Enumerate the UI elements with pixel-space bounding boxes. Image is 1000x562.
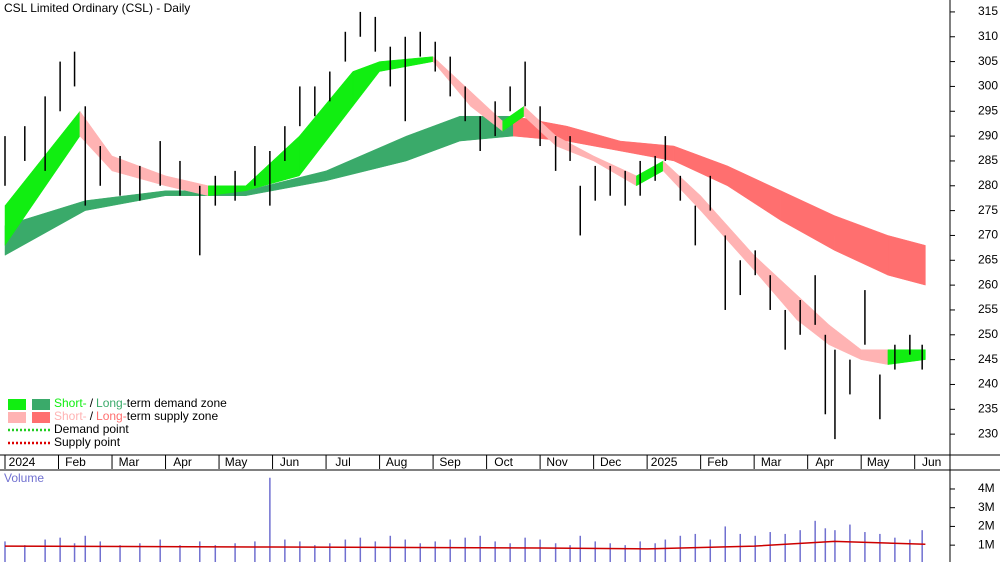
x-tick-label: Mar — [119, 455, 140, 469]
y-tick-label: 305 — [978, 54, 998, 68]
x-tick-label: Jun — [280, 455, 299, 469]
y-tick-label: 315 — [978, 4, 998, 18]
long-band-segment — [85, 190, 166, 211]
legend-long: Long- — [96, 396, 127, 410]
short-band-segment — [887, 349, 926, 365]
short-band-segment — [796, 294, 830, 346]
y-tick-label: 245 — [978, 352, 998, 366]
x-tick-label: 2025 — [651, 455, 678, 469]
long-band-segment — [727, 165, 782, 222]
y-tick-label: 280 — [978, 178, 998, 192]
legend-label: Demand point — [54, 422, 129, 436]
x-tick-label: May — [867, 455, 890, 469]
short-band-segment — [352, 61, 380, 108]
short-band-segment — [379, 56, 434, 72]
legend-swatch — [8, 399, 26, 410]
legend-short: Short- — [54, 396, 87, 410]
x-tick-label: Feb — [65, 455, 86, 469]
x-tick-label: Jun — [922, 455, 941, 469]
short-band-segment — [299, 70, 354, 177]
y-tick-label: 290 — [978, 128, 998, 142]
y-tick-label: 270 — [978, 228, 998, 242]
legend-sep: / — [90, 409, 94, 423]
legend-swatch — [32, 412, 50, 423]
volume-label: Volume — [4, 471, 44, 485]
y-tick-label: 275 — [978, 203, 998, 217]
x-tick-label: Mar — [761, 455, 782, 469]
long-band-segment — [780, 190, 835, 251]
volume-average — [4, 540, 926, 550]
x-tick-label: Apr — [173, 455, 192, 469]
y-tick-label: 240 — [978, 377, 998, 391]
chart-title: CSL Limited Ordinary (CSL) - Daily — [4, 1, 190, 15]
short-band-segment — [593, 155, 637, 187]
volume-tick-label: 4M — [978, 481, 995, 495]
y-tick-label: 235 — [978, 401, 998, 415]
legend-sep: / — [90, 396, 94, 410]
legend-long: Long- — [96, 409, 127, 423]
long-band-segment — [325, 135, 407, 182]
x-tick-label: Sep — [439, 455, 461, 469]
short-band-segment — [753, 254, 798, 321]
legend-label: Supply point — [54, 435, 121, 449]
legend-swatch — [8, 412, 26, 423]
legend-label: Short- / Long-term supply zone — [54, 409, 218, 423]
long-band-segment — [406, 115, 461, 162]
x-tick-label: Apr — [815, 455, 834, 469]
volume-tick-label: 1M — [978, 537, 995, 551]
volume-tick-label: 3M — [978, 500, 995, 514]
y-tick-label: 265 — [978, 252, 998, 266]
y-tick-label: 285 — [978, 153, 998, 167]
legend-text: term supply zone — [127, 409, 219, 423]
short-band-segment — [828, 324, 862, 361]
y-tick-label: 260 — [978, 277, 998, 291]
x-tick-label: Aug — [386, 455, 407, 469]
x-tick-label: Feb — [707, 455, 728, 469]
legend-text: term demand zone — [127, 396, 227, 410]
x-tick-label: Jul — [335, 455, 350, 469]
long-band-segment — [887, 235, 926, 286]
long-band-segment — [834, 215, 889, 276]
volume-tick-label: 2M — [978, 519, 995, 533]
y-tick-label: 295 — [978, 103, 998, 117]
y-tick-label: 310 — [978, 29, 998, 43]
legend-short: Short- — [54, 409, 87, 423]
y-tick-label: 255 — [978, 302, 998, 316]
y-tick-label: 250 — [978, 327, 998, 341]
x-tick-label: Oct — [494, 455, 513, 469]
x-tick-label: May — [225, 455, 248, 469]
legend-swatch — [32, 399, 50, 410]
x-tick-label: Dec — [600, 455, 621, 469]
legend-label: Short- / Long-term demand zone — [54, 396, 227, 410]
y-tick-label: 300 — [978, 79, 998, 93]
short-band-segment — [700, 195, 755, 271]
short-band-segment — [860, 349, 889, 365]
y-tick-label: 230 — [978, 426, 998, 440]
x-tick-label: Nov — [546, 455, 567, 469]
x-tick-label: 2024 — [9, 455, 36, 469]
